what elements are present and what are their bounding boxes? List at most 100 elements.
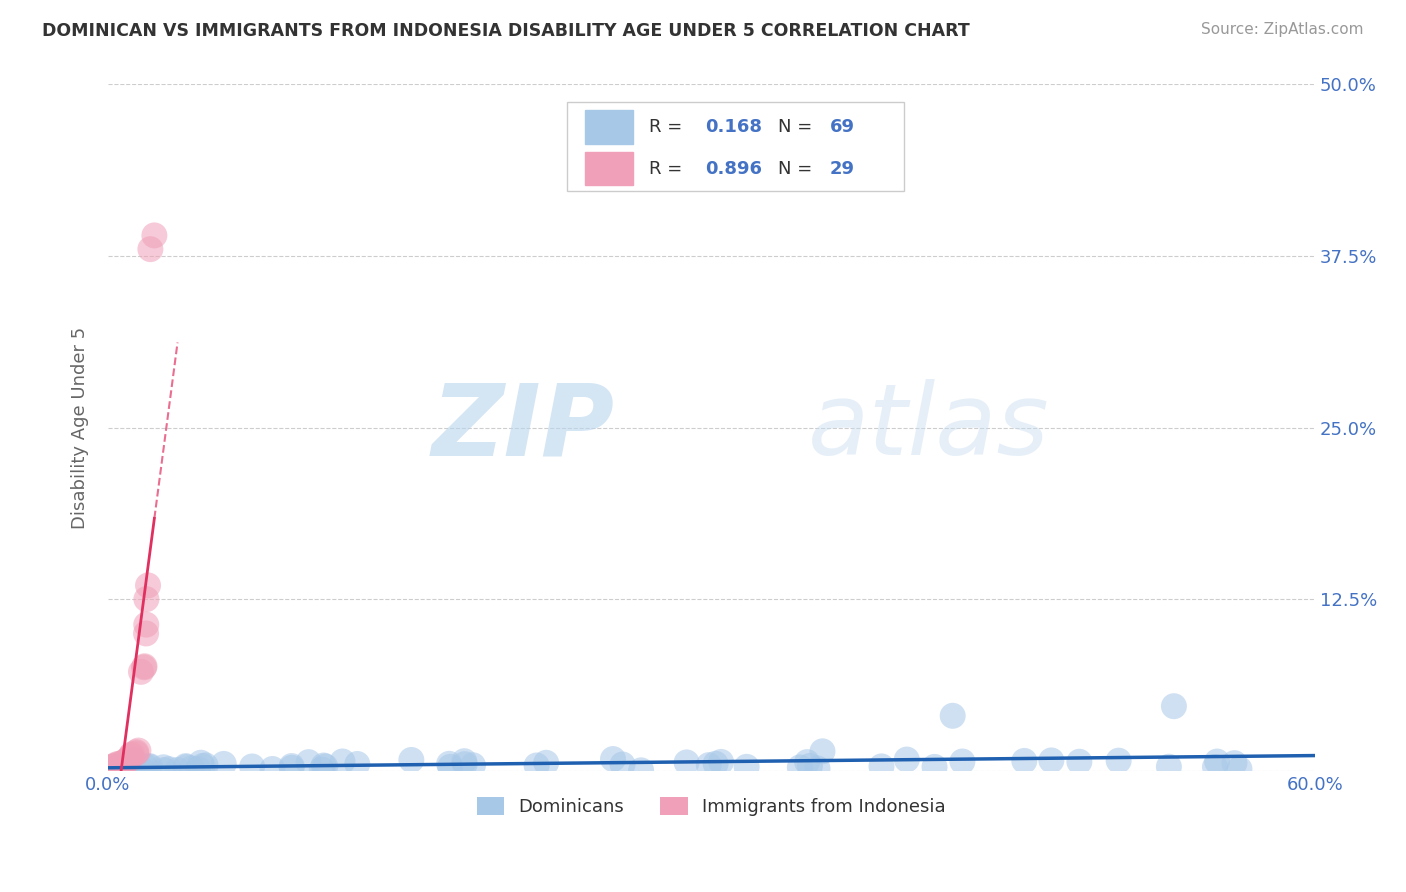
Point [153,763,176,777]
Point [125,747,148,761]
Point [950,755,973,769]
Point [107,759,129,773]
Point [121,747,143,762]
Point [125,745,148,759]
Point [1206,755,1229,769]
Point [437,756,460,771]
Point [346,756,368,771]
Point [136,759,159,773]
Point [166,763,188,777]
Text: 0.896: 0.896 [706,160,762,178]
Point [312,758,335,772]
Point [401,753,423,767]
Point [139,759,162,773]
Point [789,760,811,774]
Point [332,755,354,769]
Point [180,761,202,775]
Point [112,761,135,775]
Text: N =: N = [778,118,818,136]
Point [1163,699,1185,714]
Point [118,752,141,766]
Text: atlas: atlas [808,379,1049,476]
Point [461,758,484,772]
Point [297,755,319,769]
Text: R =: R = [648,118,688,136]
Text: 0.168: 0.168 [706,118,762,136]
Point [120,750,142,764]
Point [157,762,180,776]
Legend: Dominicans, Immigrants from Indonesia: Dominicans, Immigrants from Indonesia [470,789,953,823]
Text: Source: ZipAtlas.com: Source: ZipAtlas.com [1201,22,1364,37]
Point [896,753,918,767]
Point [630,764,652,778]
Point [526,758,548,772]
Point [107,757,129,772]
Point [135,592,157,607]
Point [118,763,141,777]
Point [117,754,139,768]
Point [735,760,758,774]
Point [1204,760,1226,774]
Point [129,665,152,679]
Point [1223,756,1246,771]
Point [710,755,733,769]
Point [190,756,212,770]
Point [176,760,198,774]
Point [120,748,142,763]
Text: R =: R = [648,160,688,178]
Point [311,763,333,777]
Point [806,761,828,775]
Point [105,757,128,772]
Point [280,759,302,773]
Point [135,617,157,632]
Point [612,757,634,772]
Point [139,242,162,256]
Point [127,758,149,772]
Point [453,754,475,768]
Point [796,755,818,769]
Point [125,761,148,775]
Point [1229,762,1251,776]
Point [112,756,135,771]
Point [112,755,135,769]
Point [240,759,263,773]
Point [122,753,145,767]
Text: N =: N = [778,160,818,178]
Point [212,756,235,771]
Point [870,759,893,773]
Point [132,660,155,674]
Point [136,578,159,592]
Point [942,708,965,723]
FancyBboxPatch shape [585,152,633,186]
Point [1157,760,1180,774]
Text: DOMINICAN VS IMMIGRANTS FROM INDONESIA DISABILITY AGE UNDER 5 CORRELATION CHART: DOMINICAN VS IMMIGRANTS FROM INDONESIA D… [42,22,970,40]
Text: 29: 29 [830,160,855,178]
Point [101,760,124,774]
Point [114,754,136,768]
Point [1014,754,1036,768]
Point [134,659,156,673]
Point [675,756,697,770]
Point [191,759,214,773]
Point [704,756,727,771]
Text: 69: 69 [830,118,855,136]
Point [131,762,153,776]
Text: ZIP: ZIP [432,379,614,476]
Point [143,228,166,243]
Point [101,762,124,776]
Point [127,743,149,757]
Point [187,762,209,776]
Point [454,757,477,772]
Point [1040,754,1063,768]
Point [262,762,284,776]
Point [152,760,174,774]
Y-axis label: Disability Age Under 5: Disability Age Under 5 [72,326,89,529]
Point [103,763,125,777]
Point [174,759,197,773]
Point [1069,755,1091,769]
Point [134,759,156,773]
Point [534,756,557,770]
Point [110,756,132,771]
FancyBboxPatch shape [585,110,633,144]
Point [194,758,217,772]
